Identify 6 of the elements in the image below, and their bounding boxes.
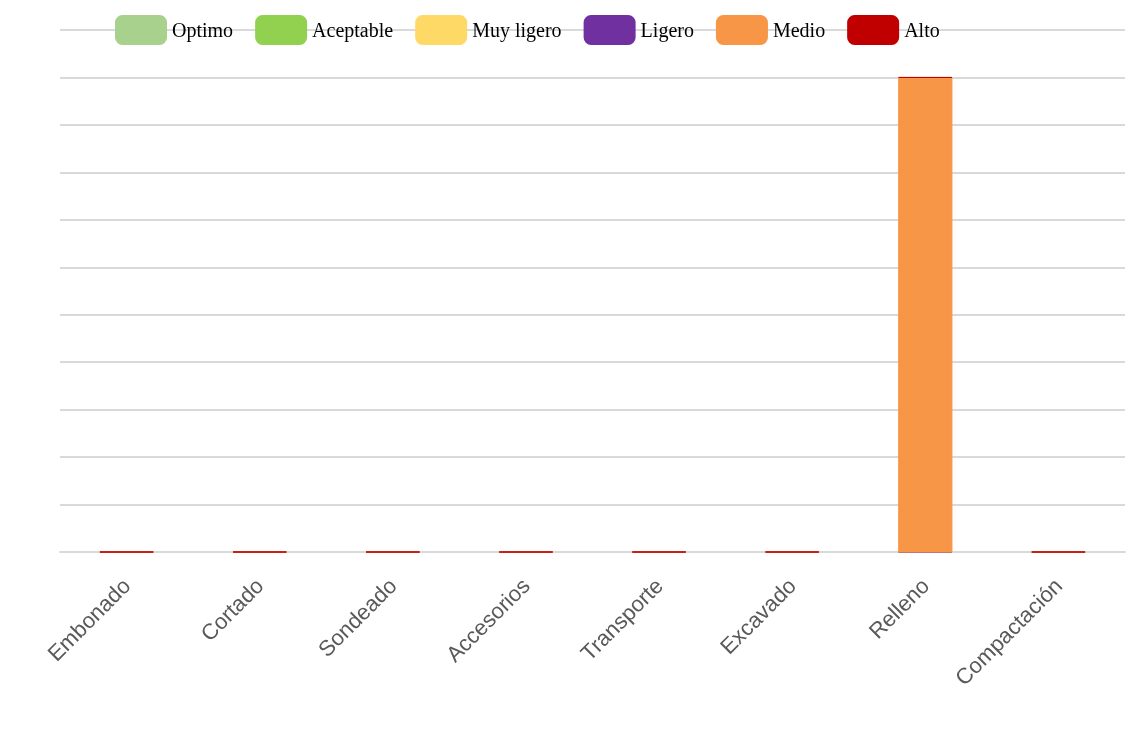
legend-label: Alto: [904, 19, 940, 41]
legend-label: Medio: [772, 19, 826, 41]
legend-label: Aceptable: [312, 19, 394, 42]
legend-label: Ligero: [640, 19, 694, 42]
legend-label: Muy ligero: [472, 19, 562, 42]
legend-label: Optimo: [172, 19, 234, 42]
